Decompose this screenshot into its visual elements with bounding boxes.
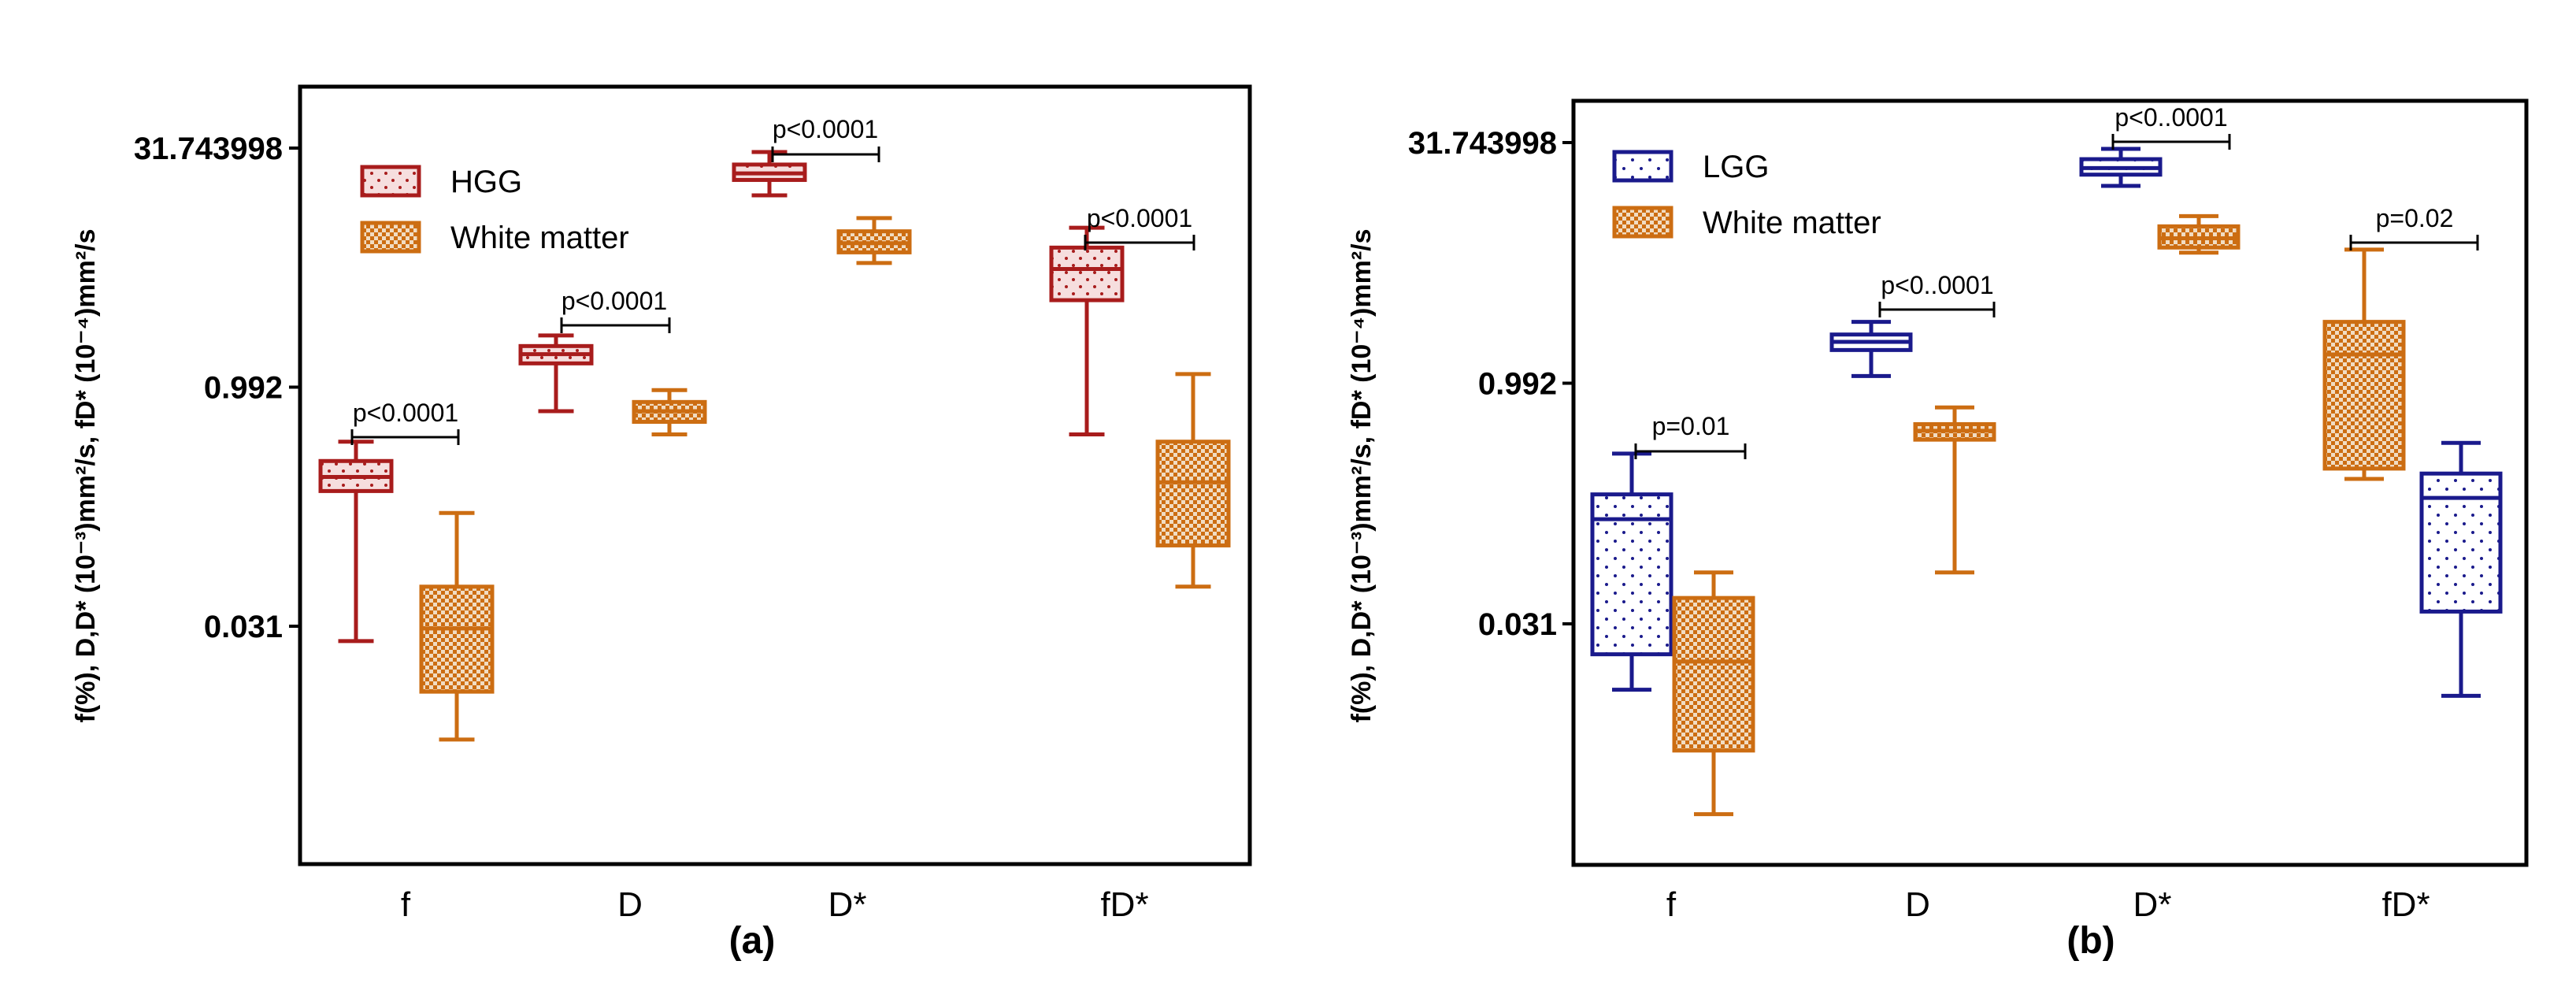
- y-tick-label: 0.992: [1478, 367, 1557, 402]
- significance-bracket: [1634, 443, 1747, 459]
- box-white-matter-fD*: [2322, 247, 2406, 481]
- box-white-matter-D: [632, 388, 707, 436]
- box-lgg-D*: [2079, 147, 2163, 188]
- p-value-label: p<0.0001: [773, 115, 878, 143]
- box-iqr: [2419, 471, 2503, 614]
- box-white-matter-D*: [836, 216, 912, 265]
- y-tick-label: 31.743998: [134, 132, 283, 166]
- legend-label: White matter: [1703, 206, 1881, 240]
- legend-swatch-white-matter: [1612, 206, 1673, 239]
- box-white-matter-fD*: [1155, 372, 1231, 589]
- legend-swatch-lgg: [1612, 150, 1673, 183]
- p-value-label: p<0.0001: [562, 287, 667, 315]
- box-iqr: [419, 584, 495, 694]
- y-axis-label: f(%), D,D* (10⁻³)mm²/s, fD* (10⁻⁴)mm²/s: [1347, 228, 1377, 722]
- legend-swatch-white-matter: [360, 221, 421, 254]
- x-category-label: D*: [828, 885, 867, 924]
- box-white-matter-D*: [2157, 213, 2241, 255]
- x-category-label: D: [617, 885, 643, 924]
- x-category-label: f: [1666, 885, 1677, 924]
- y-tick-label: 0.031: [1478, 607, 1557, 642]
- significance-bracket: [350, 429, 460, 445]
- y-tick-label: 0.992: [204, 371, 283, 406]
- box-iqr: [1672, 595, 1755, 753]
- p-value-label: p<0..0001: [2115, 103, 2227, 132]
- box-lgg-f: [1590, 451, 1673, 692]
- box-hgg-D*: [732, 150, 807, 198]
- box-hgg-fD*: [1049, 225, 1125, 436]
- significance-bracket: [1084, 235, 1195, 250]
- box-white-matter-f: [1672, 570, 1755, 817]
- y-tick-label: 31.743998: [1408, 126, 1557, 161]
- box-lgg-fD*: [2419, 440, 2503, 698]
- plot-frame-a: [298, 84, 1252, 866]
- p-value-label: p=0.01: [1652, 412, 1730, 440]
- box-iqr: [1155, 440, 1231, 547]
- x-category-label: D*: [2133, 885, 2172, 924]
- box-hgg-f: [318, 440, 394, 644]
- x-category-label: fD*: [2381, 885, 2430, 924]
- x-category-label: D: [1905, 885, 1930, 924]
- plot-frame-b: [1571, 98, 2529, 867]
- box-lgg-D: [1829, 320, 1913, 378]
- y-tick-label: 0.031: [204, 610, 283, 644]
- legend-label: White matter: [450, 221, 629, 255]
- significance-bracket: [771, 147, 880, 162]
- p-value-label: p<0.0001: [353, 399, 458, 427]
- significance-bracket: [1878, 302, 1996, 317]
- legend-label: LGG: [1703, 150, 1769, 184]
- box-hgg-D: [518, 333, 594, 414]
- legend-swatch-hgg: [360, 165, 421, 198]
- y-axis-label: f(%), D,D* (10⁻³)mm²/s, fD* (10⁻⁴)mm²/s: [71, 228, 101, 722]
- box-iqr: [1049, 245, 1125, 302]
- p-value-label: p<0..0001: [1881, 271, 1993, 299]
- p-value-label: p=0.02: [2376, 204, 2454, 232]
- box-white-matter-D: [1913, 405, 1996, 575]
- box-iqr: [2322, 320, 2406, 471]
- legend-label: HGG: [450, 165, 522, 199]
- x-category-label: fD*: [1100, 885, 1148, 924]
- panel-caption: (a): [729, 920, 776, 962]
- panel-caption: (b): [2066, 920, 2115, 962]
- p-value-label: p<0.0001: [1087, 204, 1192, 232]
- significance-bracket: [2349, 235, 2479, 250]
- x-category-label: f: [401, 885, 411, 924]
- significance-bracket: [2111, 134, 2231, 150]
- box-white-matter-f: [419, 510, 495, 742]
- significance-bracket: [560, 317, 671, 333]
